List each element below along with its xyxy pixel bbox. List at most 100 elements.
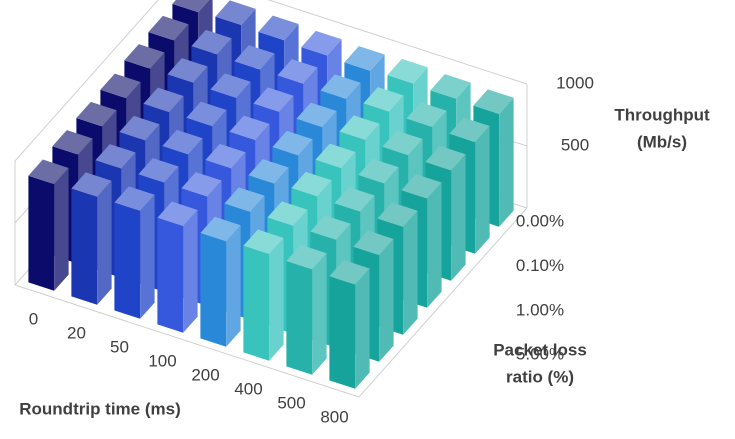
bar-side	[451, 154, 466, 281]
depth-tick-label: 1.00%	[516, 300, 564, 319]
bar-top	[296, 102, 337, 128]
bar-top	[320, 74, 361, 99]
bar-top	[353, 230, 394, 256]
bar-side	[269, 237, 284, 361]
bar-top	[406, 102, 447, 127]
bar-front	[243, 245, 270, 361]
bar-top	[95, 144, 136, 169]
bar-top	[272, 130, 313, 156]
bar-top	[334, 187, 375, 212]
bar-top	[210, 73, 251, 98]
bar-front	[200, 233, 227, 347]
x-tick-label: 50	[110, 337, 129, 356]
wall-edge	[14, 284, 360, 398]
bar-side	[97, 180, 112, 305]
bar-top	[172, 0, 210, 13]
bar-top	[186, 101, 227, 127]
bar-top	[344, 46, 385, 71]
bar-front	[157, 217, 184, 333]
x-tick-label: 200	[191, 365, 219, 384]
x-tick-label: 100	[148, 351, 176, 370]
bar-front	[114, 202, 141, 319]
bar-top	[138, 158, 179, 183]
bar-top	[114, 186, 155, 211]
z-axis-title: Throughput	[614, 105, 710, 124]
bar-top	[234, 45, 275, 70]
depth-tick-label: 5.00%	[516, 345, 564, 364]
bar-side	[54, 167, 69, 291]
bar-top	[157, 201, 198, 227]
depth-tick-label: 0.00%	[516, 211, 564, 230]
bar-top	[387, 58, 428, 84]
bar-top	[124, 44, 165, 69]
x-tick-label: 400	[234, 379, 262, 398]
x-tick-label: 500	[277, 393, 305, 412]
bar-side	[427, 182, 442, 308]
bar	[157, 201, 198, 333]
bar-top	[382, 130, 423, 156]
bar	[71, 172, 112, 305]
bar	[114, 186, 155, 319]
bar-top	[339, 115, 380, 140]
bar-top	[377, 202, 418, 227]
bar-side	[183, 209, 198, 333]
bar-side	[475, 126, 490, 254]
bar-top	[301, 30, 342, 56]
bar-side	[140, 194, 155, 319]
bar-top	[71, 172, 112, 197]
bar	[329, 260, 370, 389]
bar-top	[258, 15, 299, 41]
bar-top	[315, 143, 356, 169]
bar-top	[200, 216, 241, 242]
bar-top	[76, 101, 117, 127]
bar-side	[403, 210, 418, 335]
z-tick-label: 1000	[556, 73, 594, 92]
bar-top	[401, 174, 442, 199]
bar-top	[430, 74, 471, 99]
z-tick-label: 500	[561, 135, 589, 154]
bar-side	[499, 97, 514, 227]
z-axis-title: (Mb/s)	[637, 132, 687, 151]
bar-top	[162, 129, 203, 155]
x-tick-label: 800	[320, 407, 348, 426]
bar-front	[71, 188, 98, 305]
bar-top	[181, 172, 222, 197]
bar-top	[215, 0, 256, 26]
bar-front	[329, 276, 356, 389]
bar-top	[449, 117, 490, 143]
bar-top	[291, 171, 332, 197]
bar-top	[205, 143, 246, 169]
bar-top	[243, 229, 284, 255]
bar-top	[253, 87, 294, 112]
bar-top	[119, 115, 160, 141]
bar-top	[248, 159, 289, 184]
bar	[243, 229, 284, 361]
bar-top	[286, 244, 327, 270]
x-tick-label: 20	[67, 323, 86, 342]
x-tick-label: 0	[29, 309, 38, 328]
bar-top	[473, 89, 514, 114]
bar-top	[329, 260, 370, 285]
bar-top	[224, 187, 265, 212]
grid-line	[267, 0, 528, 85]
bar-front	[28, 175, 55, 291]
bar-top	[310, 215, 351, 240]
bar-top	[425, 145, 466, 171]
wall-edge	[358, 207, 528, 398]
bar	[28, 159, 69, 291]
bar	[200, 216, 241, 347]
depth-axis-title: ratio (%)	[506, 367, 574, 386]
bar-top	[358, 158, 399, 184]
bar	[286, 244, 327, 375]
depth-tick-label: 0.10%	[516, 256, 564, 275]
bar-front	[286, 261, 313, 375]
bar-top	[267, 201, 308, 226]
bar-top	[143, 87, 184, 113]
bar-top	[191, 29, 232, 55]
bar-top	[277, 59, 318, 84]
bar-side	[312, 253, 327, 375]
bar-side	[379, 238, 394, 362]
bar-side	[226, 225, 241, 347]
bar-top	[28, 159, 69, 185]
